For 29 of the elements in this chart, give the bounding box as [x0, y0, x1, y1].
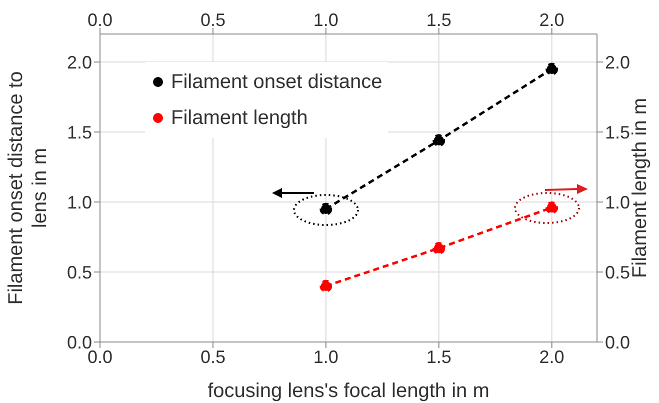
y2-tick-label: 0.0 [605, 332, 630, 352]
x2-tick-label: 0.5 [200, 346, 226, 367]
x2-tick-label: 2.0 [539, 346, 564, 367]
point [432, 134, 446, 147]
legend-label: Filament length [171, 106, 308, 130]
x-axis-title: focusing lens's focal length in m [208, 380, 490, 402]
y2-tick-label: 1.5 [605, 122, 630, 142]
x-tick-label: 1.0 [313, 10, 338, 30]
point [546, 201, 558, 214]
x-tick-label: 2.0 [539, 10, 564, 30]
y2-axis-title: Filament length in m [629, 98, 651, 278]
point [432, 242, 446, 254]
y2-tick-label: 2.0 [605, 52, 630, 72]
y-tick-label: 0.5 [66, 262, 92, 282]
x-tick-label: 0.0 [87, 10, 113, 30]
point [320, 280, 332, 292]
y-axis-title: Filament onset distance to lens in m [5, 71, 51, 305]
y2-tick-label: 1.0 [605, 192, 630, 212]
x-tick-label: 0.5 [200, 10, 226, 30]
y-tick-label: 1.0 [66, 192, 92, 212]
y-tick-label: 1.5 [66, 122, 92, 142]
x2-tick-label: 1.5 [426, 346, 452, 367]
y2-tick-label: 0.5 [605, 262, 630, 282]
legend-label: Filament onset distance [171, 70, 382, 94]
y-tick-label: 2.0 [66, 52, 92, 72]
x2-tick-label: 1.0 [313, 346, 338, 367]
x-tick-label: 1.5 [426, 10, 452, 30]
point [546, 62, 558, 76]
point [320, 202, 332, 216]
